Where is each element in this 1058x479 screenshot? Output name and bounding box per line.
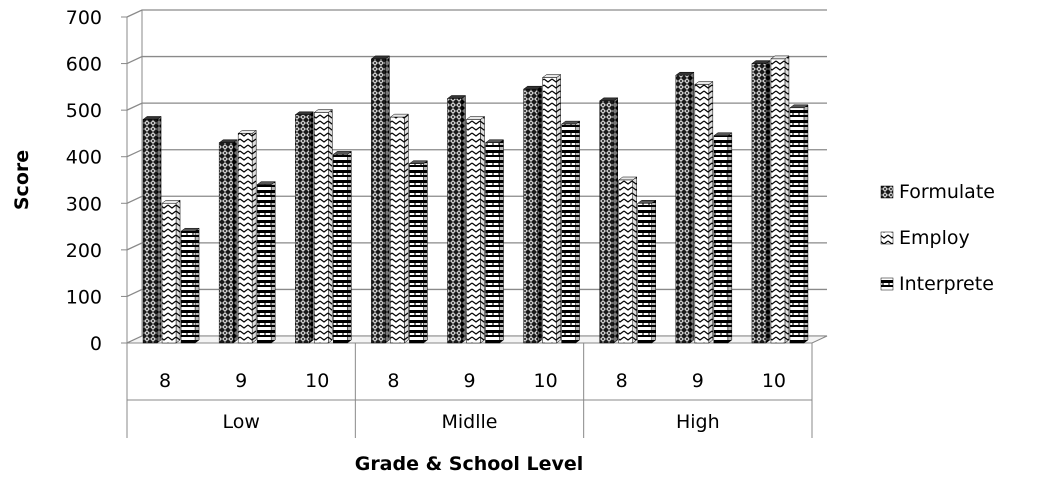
y-tick-label: 500: [66, 100, 102, 122]
legend: Formulate Employ Interprete: [880, 181, 995, 295]
legend-label: Interprete: [899, 273, 994, 295]
legend-item-formulate: Formulate: [880, 181, 995, 203]
group-label: Low: [222, 411, 259, 433]
y-tick-label: 700: [66, 7, 102, 29]
bar-interprete-midlle-10: [560, 120, 581, 344]
bar-formulate-high-8: [598, 97, 619, 344]
gridline: [126, 55, 827, 65]
x-tick-label: 9: [463, 370, 475, 392]
y-tick-label: 600: [66, 54, 102, 76]
y-tick-label: 100: [66, 286, 102, 308]
bar-interprete-high-8: [636, 199, 657, 344]
x-tick-label: 10: [762, 370, 786, 392]
bar-employ-midlle-10: [541, 74, 562, 344]
x-category-labels: 8 9 10 8 9 10 8 9 10 Low Midlle High: [159, 370, 786, 433]
x-tick-label: 10: [534, 370, 558, 392]
bar-employ-low-9: [237, 129, 257, 344]
gridline: [126, 9, 827, 18]
legend-item-interprete: Interprete: [880, 273, 994, 295]
x-tick-label: 9: [235, 370, 247, 392]
bar-interprete-midlle-8: [408, 160, 429, 344]
bar-formulate-midlle-9: [446, 95, 467, 344]
bar-formulate-midlle-10: [522, 85, 543, 344]
legend-item-employ: Employ: [880, 227, 970, 249]
y-tick-label: 400: [66, 147, 102, 169]
bar-employ-midlle-8: [389, 113, 410, 344]
y-tick-label: 300: [66, 193, 102, 215]
bars: [142, 55, 809, 344]
bar-formulate-low-9: [218, 139, 238, 344]
y-axis-title: Score: [11, 150, 33, 210]
bar-interprete-midlle-9: [484, 139, 505, 344]
legend-swatch: [880, 185, 894, 199]
x-tick-label: 8: [159, 370, 171, 392]
bar-employ-high-9: [694, 81, 714, 344]
bar-interprete-low-8: [180, 227, 200, 344]
group-label: Midlle: [442, 411, 498, 433]
bar-employ-high-8: [617, 176, 638, 344]
bar-employ-high-10: [770, 55, 790, 344]
y-tick-labels: 0 100 200 300 400 500 600 700: [66, 7, 102, 355]
bar-formulate-low-8: [142, 115, 162, 344]
bar-interprete-high-10: [789, 104, 809, 344]
legend-swatch: [880, 277, 894, 291]
legend-label: Employ: [899, 227, 970, 249]
bar-formulate-midlle-8: [370, 55, 391, 344]
bar-formulate-high-9: [675, 71, 695, 344]
x-axis-title: Grade & School Level: [355, 453, 584, 475]
legend-label: Formulate: [899, 181, 995, 203]
y-tick-label: 0: [90, 333, 102, 355]
y-tick-label: 200: [66, 240, 102, 262]
bar-formulate-high-10: [751, 60, 771, 344]
bar-interprete-low-10: [332, 150, 353, 344]
bar-formulate-low-10: [294, 111, 315, 344]
bar-interprete-low-9: [256, 181, 276, 344]
x-tick-label: 9: [692, 370, 704, 392]
legend-swatch: [880, 231, 894, 245]
x-tick-label: 8: [387, 370, 399, 392]
x-tick-label: 8: [616, 370, 628, 392]
bar-employ-low-8: [161, 199, 181, 344]
bar-employ-midlle-9: [465, 115, 486, 344]
bar-employ-low-10: [313, 108, 334, 344]
gridline: [126, 102, 827, 111]
bar-interprete-high-9: [713, 132, 733, 344]
group-label: High: [676, 411, 720, 433]
x-tick-label: 10: [305, 370, 329, 392]
